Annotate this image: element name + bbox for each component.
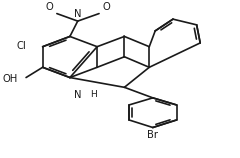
Text: N: N — [74, 9, 81, 19]
Text: OH: OH — [2, 74, 18, 84]
Text: O: O — [102, 2, 110, 12]
Text: Br: Br — [147, 130, 158, 140]
Text: N: N — [74, 90, 82, 100]
Text: O: O — [46, 2, 54, 12]
Text: H: H — [90, 90, 97, 99]
Text: Cl: Cl — [17, 41, 27, 51]
